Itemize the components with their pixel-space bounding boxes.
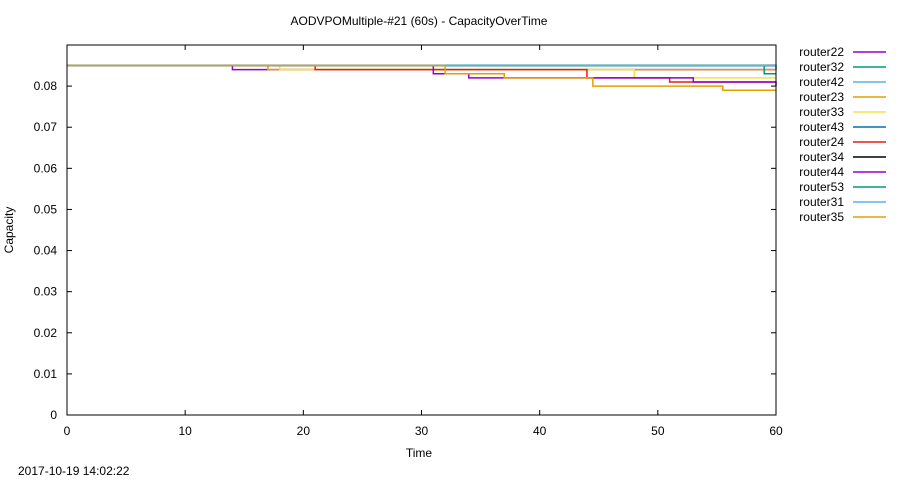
legend-label-router24: router24	[799, 135, 844, 149]
legend-label-router33: router33	[799, 105, 844, 119]
legend-label-router35: router35	[799, 210, 844, 224]
series-layer	[67, 64, 777, 91]
series-line-router33	[67, 64, 776, 79]
series-line-router24	[67, 64, 776, 83]
x-tick-label: 0	[64, 424, 71, 438]
legend-label-router43: router43	[799, 120, 844, 134]
legend-label-router53: router53	[799, 180, 844, 194]
y-tick-label: 0.08	[34, 79, 58, 93]
y-tick-label: 0.06	[34, 161, 58, 175]
y-tick-label: 0.02	[34, 326, 58, 340]
x-tick-label: 50	[651, 424, 665, 438]
y-tick-label: 0.04	[34, 244, 58, 258]
y-tick-label: 0.01	[34, 367, 58, 381]
footer-timestamp: 2017-10-19 14:02:22	[18, 464, 130, 478]
legend-label-router31: router31	[799, 195, 844, 209]
legend-label-router32: router32	[799, 60, 844, 74]
legend-label-router42: router42	[799, 75, 844, 89]
legend-label-router34: router34	[799, 150, 844, 164]
axes-layer: 0 10 20 30 40 50 60 0 0.01 0.02 0.03 0.04 0.05 0.06 0.…	[34, 45, 783, 438]
x-axis-label: Time	[406, 446, 433, 460]
x-tick-label: 40	[533, 424, 547, 438]
chart-title: AODVPOMultiple-#21 (60s) - CapacityOverT…	[291, 14, 548, 28]
y-tick-label: 0.07	[34, 120, 58, 134]
x-tick-label: 20	[297, 424, 311, 438]
series-line-router44	[67, 64, 777, 87]
series-line-router35	[67, 64, 776, 91]
x-tick-label: 30	[415, 424, 429, 438]
legend: router22router32router42router23router33…	[799, 45, 886, 224]
y-tick-label: 0.05	[34, 202, 58, 216]
legend-label-router23: router23	[799, 90, 844, 104]
y-tick-label: 0.03	[34, 285, 58, 299]
y-tick-label: 0	[50, 408, 57, 422]
x-tick-label: 60	[769, 424, 783, 438]
plot-frame	[66, 44, 777, 416]
x-tick-label: 10	[178, 424, 192, 438]
y-axis-label: Capacity	[2, 207, 16, 254]
legend-label-router22: router22	[799, 45, 844, 59]
legend-label-router44: router44	[799, 165, 844, 179]
